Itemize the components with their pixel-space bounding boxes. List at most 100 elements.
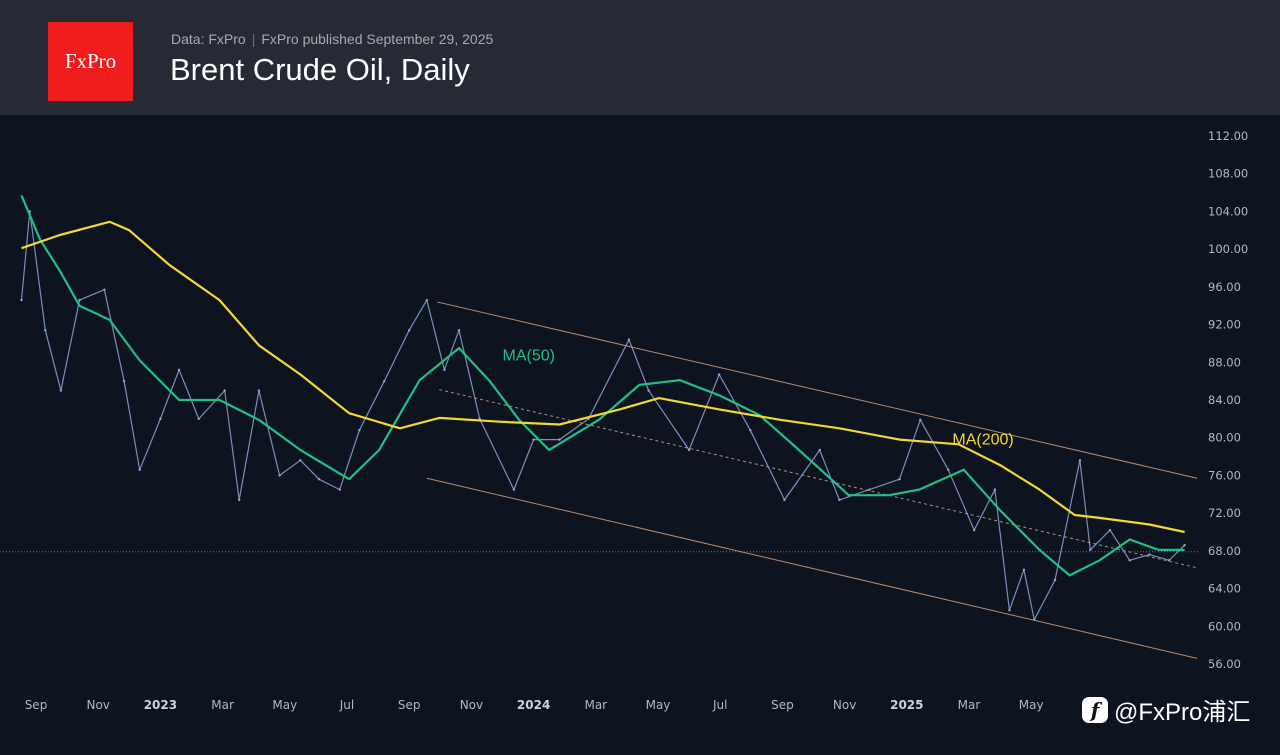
- price-point: [687, 448, 691, 452]
- price-point: [425, 298, 429, 302]
- subtitle: Data: FxPro | FxPro published September 29…: [171, 31, 493, 47]
- price-point: [898, 478, 901, 481]
- price-point: [1148, 553, 1151, 556]
- x-tick-label: Sep: [771, 698, 794, 712]
- x-tick-label: Nov: [833, 698, 856, 712]
- price-point: [1022, 568, 1026, 571]
- price-point: [408, 329, 411, 332]
- price-point: [177, 368, 181, 372]
- price-point: [59, 389, 63, 392]
- price-point: [159, 417, 162, 421]
- price-point: [78, 298, 81, 302]
- price-point: [947, 468, 950, 471]
- price-point: [972, 528, 976, 532]
- x-tick-label: 2024: [517, 698, 550, 712]
- price-point: [1078, 459, 1082, 462]
- channel-upper-line: [437, 301, 1198, 479]
- ma200-line: [21, 220, 1185, 534]
- price-point: [647, 389, 650, 392]
- price-point: [1183, 544, 1186, 547]
- x-tick-label: Mar: [958, 698, 981, 712]
- price-point: [457, 329, 461, 332]
- price-point: [838, 498, 841, 502]
- price-point: [317, 478, 321, 481]
- chart-title: Brent Crude Oil, Daily: [170, 52, 470, 87]
- y-tick-label: 108.00: [1208, 167, 1248, 181]
- data-source: Data: FxPro: [171, 31, 246, 47]
- x-tick-label: Jul: [339, 698, 354, 712]
- price-point: [278, 474, 281, 477]
- price-point: [358, 428, 361, 432]
- price-point: [1008, 609, 1011, 612]
- price-point: [383, 379, 386, 383]
- price-point: [1167, 559, 1171, 562]
- price-point: [749, 428, 752, 432]
- published-date: FxPro published September 29, 2025: [261, 31, 494, 47]
- x-tick-label: 2025: [890, 698, 923, 712]
- price-point: [868, 488, 871, 491]
- price-point: [197, 417, 200, 421]
- y-tick-label: 96.00: [1208, 280, 1241, 294]
- y-tick-label: 68.00: [1208, 544, 1241, 558]
- price-chart: MA(50) MA(200) 112.00 108.00 104.00 100.00 96.…: [0, 129, 1248, 712]
- y-tick-label: 92.00: [1208, 318, 1241, 332]
- price-point: [1128, 559, 1131, 562]
- y-tick-label: 80.00: [1208, 431, 1241, 445]
- price-line: [20, 210, 1186, 621]
- price-point: [717, 373, 721, 376]
- price-point: [1108, 528, 1112, 532]
- x-tick-label: Mar: [211, 698, 234, 712]
- x-tick-label: Nov: [86, 698, 109, 712]
- watermark-text: @FxPro浦汇: [1114, 699, 1251, 726]
- y-tick-label: 88.00: [1208, 355, 1241, 369]
- price-point: [338, 488, 341, 491]
- price-point: [299, 459, 302, 462]
- price-point: [257, 389, 261, 392]
- ma-label: MA(50): [503, 347, 555, 364]
- price-point: [237, 498, 241, 502]
- x-tick-label: May: [272, 698, 297, 712]
- y-tick-label: 72.00: [1208, 506, 1241, 520]
- x-tick-label: Nov: [460, 698, 483, 712]
- price-point: [1089, 548, 1092, 552]
- price-point: [919, 418, 922, 421]
- price-point: [44, 329, 47, 332]
- y-tick-label: 112.00: [1208, 129, 1248, 143]
- ma50-line: [20, 194, 1185, 577]
- channel-middle-line: [439, 389, 1198, 569]
- x-tick-label: Sep: [25, 698, 48, 712]
- fxpro-logo: FxPro: [48, 22, 133, 101]
- price-point: [532, 438, 535, 441]
- price-point: [993, 488, 997, 491]
- x-tick-label: Mar: [584, 698, 607, 712]
- y-tick-label: 104.00: [1208, 204, 1248, 218]
- price-point: [1053, 578, 1057, 582]
- x-tick-label: May: [1019, 698, 1044, 712]
- price-point: [512, 488, 516, 491]
- header: FxPro Data: FxPro | FxPro published Septem…: [0, 0, 1280, 115]
- x-tick-label: 2023: [144, 698, 177, 712]
- price-point: [1033, 618, 1036, 621]
- price-point: [443, 368, 446, 372]
- ma-label: MA(200): [952, 431, 1013, 448]
- price-point: [20, 298, 23, 302]
- y-tick-label: 76.00: [1208, 468, 1241, 482]
- x-tick-label: Jul: [712, 698, 727, 712]
- y-tick-label: 56.00: [1208, 657, 1241, 671]
- price-point: [103, 288, 106, 291]
- price-point: [783, 498, 786, 502]
- x-tick-label: Sep: [398, 698, 421, 712]
- x-tick-label: May: [646, 698, 671, 712]
- chat-bubble-f-icon: f: [1082, 696, 1108, 723]
- price-point: [122, 379, 126, 383]
- channel-lower-line: [426, 477, 1198, 659]
- price-point: [223, 389, 226, 392]
- price-point: [818, 448, 821, 452]
- watermark: f @FxPro浦汇: [1082, 692, 1250, 727]
- price-point: [558, 438, 561, 441]
- y-tick-label: 100.00: [1208, 242, 1248, 256]
- price-point: [627, 338, 631, 341]
- price-point: [138, 468, 141, 471]
- y-tick-label: 64.00: [1208, 582, 1241, 596]
- y-tick-label: 84.00: [1208, 393, 1241, 407]
